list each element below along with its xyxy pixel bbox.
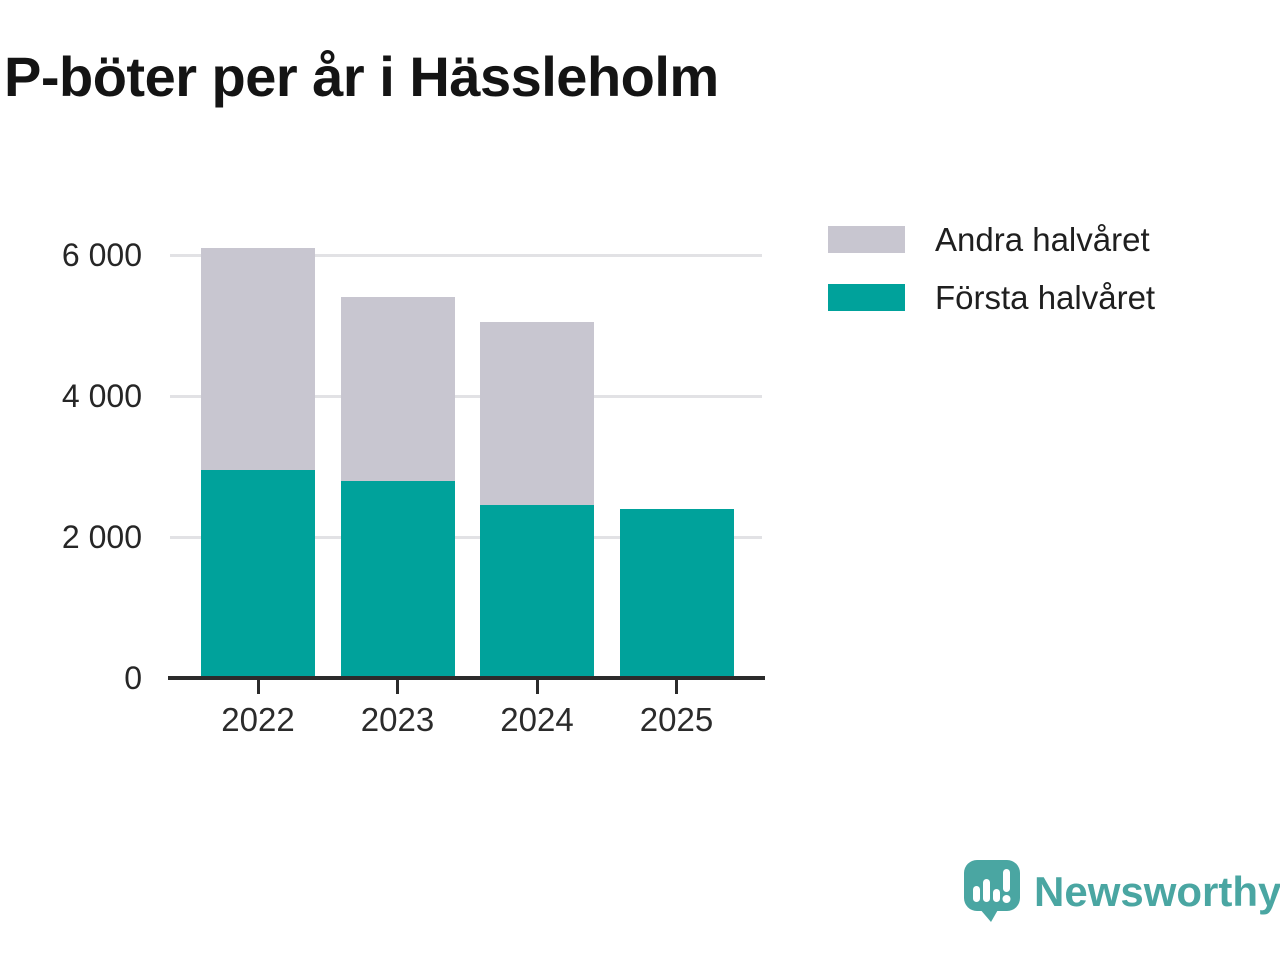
x-tick-label-2023: 2023 (360, 701, 435, 738)
y-tick-label: 2 000 (61, 519, 142, 555)
newsworthy-logo-text: Newsworthy (1034, 868, 1280, 915)
newsworthy-logo-icon (964, 860, 1020, 922)
chart-title: P-böter per år i Hässleholm (4, 45, 719, 108)
bar-segment-andra-2022 (201, 247, 315, 470)
legend-label-andra: Andra halvåret (935, 221, 1150, 258)
newsworthy-logo: Newsworthy (962, 858, 1280, 926)
bar-segment-forsta-2025 (619, 508, 734, 678)
legend: Andra halvåret Första halvåret (828, 221, 1156, 316)
legend-swatch-forsta (828, 284, 905, 311)
legend-label-forsta: Första halvåret (935, 279, 1156, 316)
gridline (170, 394, 762, 398)
bar-segment-forsta-2023 (340, 480, 455, 678)
y-tick-label: 6 000 (61, 237, 142, 273)
x-axis-line (168, 676, 765, 680)
bar-segment-andra-2023 (340, 297, 455, 481)
legend-item-forsta: Första halvåret (828, 279, 1156, 316)
x-tick-label-2025: 2025 (639, 701, 714, 738)
bar-segment-forsta-2024 (480, 505, 594, 678)
gridline (170, 535, 762, 539)
x-tick-2023 (396, 680, 399, 694)
bar-segment-forsta-2022 (201, 470, 315, 678)
y-tick-label: 4 000 (61, 378, 142, 414)
y-tick-label: 0 (124, 660, 142, 696)
legend-item-andra: Andra halvåret (828, 221, 1155, 258)
x-tick-label-2024: 2024 (500, 701, 574, 738)
bar-segment-andra-2024 (480, 321, 594, 506)
gridline (170, 253, 762, 257)
legend-swatch-andra (828, 226, 905, 253)
x-tick-2025 (675, 680, 678, 694)
x-tick-2022 (256, 680, 260, 694)
x-tick-2024 (535, 680, 539, 694)
x-tick-label-2022: 2022 (221, 701, 295, 738)
